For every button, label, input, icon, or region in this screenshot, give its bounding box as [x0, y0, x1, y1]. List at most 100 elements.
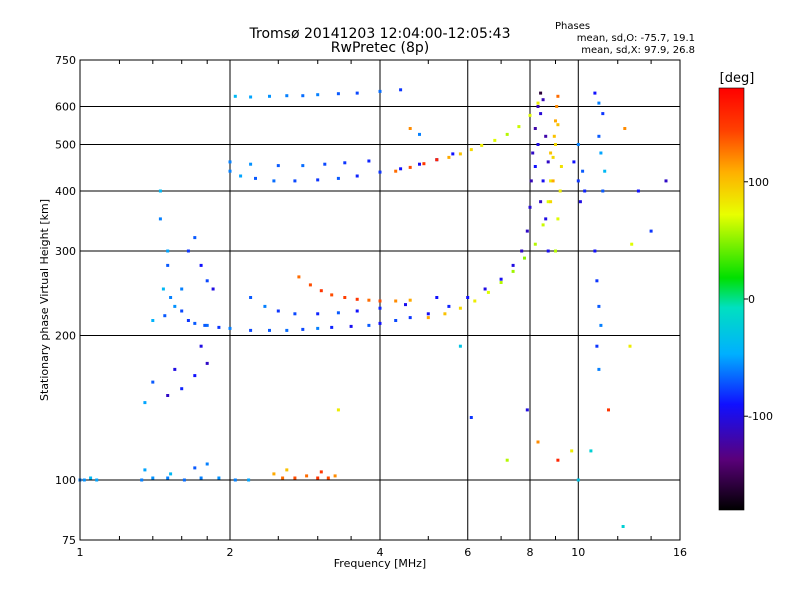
data-point [597, 367, 601, 371]
data-point [355, 174, 359, 178]
data-point [182, 478, 186, 482]
data-point [193, 466, 197, 470]
data-point [466, 296, 470, 299]
data-point [649, 229, 653, 233]
data-point [316, 178, 320, 182]
data-point [239, 174, 243, 178]
data-point [623, 127, 627, 130]
colorbar-tick-label: 100 [748, 176, 769, 189]
data-point [422, 162, 426, 166]
data-point [330, 325, 334, 329]
data-point [336, 311, 340, 315]
data-point [599, 151, 603, 155]
data-point [447, 304, 451, 308]
data-point [336, 92, 340, 96]
data-point [593, 91, 597, 95]
data-point [426, 312, 430, 316]
data-point [539, 91, 543, 95]
data-point [628, 344, 632, 348]
data-point [378, 299, 382, 303]
data-point [233, 478, 237, 482]
data-point [558, 189, 562, 193]
colorbar [719, 88, 744, 510]
colorbar-ticks: 100 0 -100 [744, 176, 773, 423]
data-point [536, 101, 540, 105]
data-point [418, 162, 421, 166]
data-point [576, 179, 580, 183]
data-point [166, 263, 170, 267]
data-point [199, 344, 203, 348]
data-point [546, 249, 550, 253]
data-point [205, 361, 209, 365]
x-tick-label: 1 [77, 546, 84, 559]
phase-stats-o: mean, sd,O: -75.7, 19.1 [576, 33, 695, 44]
data-point [556, 458, 560, 462]
y-tick-label: 75 [62, 534, 76, 547]
data-point [293, 312, 297, 316]
data-point [193, 321, 197, 325]
y-tick-label: 400 [55, 185, 76, 198]
data-point [211, 287, 215, 291]
data-point [355, 297, 359, 301]
data-point [285, 94, 289, 98]
data-point [268, 94, 271, 98]
data-point [217, 325, 221, 329]
grid-lines [80, 60, 680, 540]
data-point [323, 162, 327, 166]
data-point [336, 176, 340, 180]
data-point [378, 170, 382, 174]
data-point [517, 125, 521, 129]
data-point [180, 287, 184, 291]
data-point [556, 94, 560, 98]
data-point [435, 296, 439, 299]
data-point [525, 229, 529, 233]
data-point [319, 289, 323, 293]
phase-stats-x: mean, sd,X: 97.9, 26.8 [581, 45, 695, 56]
data-point [549, 200, 553, 204]
data-point [193, 236, 197, 240]
data-point [169, 296, 173, 299]
data-point [418, 132, 421, 136]
data-point [536, 440, 540, 444]
data-point [541, 98, 545, 102]
phase-stats-header: Phases [555, 21, 591, 32]
data-point [151, 319, 155, 322]
data-point [186, 319, 190, 322]
data-point [166, 394, 170, 397]
y-tick-label: 300 [55, 245, 76, 258]
data-point [285, 468, 289, 472]
data-point [458, 344, 462, 348]
data-point [301, 164, 305, 168]
data-point [549, 179, 553, 183]
data-point [435, 158, 439, 162]
data-point [539, 112, 543, 116]
data-point [254, 176, 257, 180]
data-point [499, 277, 503, 281]
data-point [552, 134, 556, 138]
data-point [603, 169, 607, 173]
data-point [593, 249, 597, 253]
x-tick-label: 2 [227, 546, 234, 559]
data-point [408, 165, 412, 169]
data-point [355, 309, 359, 313]
data-point [511, 269, 515, 273]
data-point [576, 143, 580, 146]
y-tick-label: 600 [55, 101, 76, 114]
data-point [308, 283, 312, 287]
phase-stats: Phases mean, sd,O: -75.7, 19.1 mean, sd,… [535, 21, 695, 62]
data-point [343, 161, 347, 165]
data-point [408, 127, 412, 130]
data-point [525, 408, 529, 412]
data-point [285, 328, 289, 332]
data-point [539, 200, 543, 204]
data-point [528, 205, 532, 209]
data-point [247, 478, 251, 482]
y-axis-label: Stationary phase Virtual Height [km] [38, 199, 51, 401]
chart-title-line1: Tromsø 20141203 12:04:00-12:05:43 [249, 26, 511, 42]
data-point [249, 162, 253, 166]
data-point [161, 287, 165, 291]
data-point [597, 101, 601, 105]
data-point [143, 401, 147, 405]
data-point [451, 152, 455, 156]
data-point [355, 91, 359, 95]
